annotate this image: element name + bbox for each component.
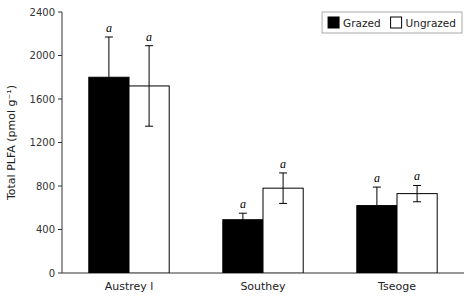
x-tick-label: Southey [240,280,286,293]
error-line [283,173,284,203]
error-cap [239,213,247,214]
bar [397,194,437,273]
bar-letter: a [280,157,286,171]
y-tick-label: 400 [36,224,55,235]
legend-label: Ungrazed [406,17,456,29]
error-cap [105,37,113,38]
error-bar [239,213,247,226]
bar-letter: a [106,21,112,35]
y-tick [58,55,62,56]
error-bar [413,185,421,201]
y-tick-label: 0 [49,268,55,279]
y-tick-label: 2400 [30,7,55,18]
error-cap [413,185,421,186]
y-tick [58,186,62,187]
x-tick-label: Austrey l [105,280,154,293]
legend-frame [322,12,462,33]
error-cap [279,172,287,173]
legend-swatch [391,17,402,28]
bar-letter: a [240,197,246,211]
y-axis-label: Total PLFA (pmol g⁻¹) [5,85,18,201]
y-tick [58,229,62,230]
y-tick-label: 2000 [30,50,55,61]
chart-container: 0 400 800 1200 1600 2000 2400 Total PLFA (pmol … [0,0,474,307]
error-line [149,46,150,126]
bar-letters: a a a a a a [106,21,420,211]
bar-letter: a [146,30,152,44]
y-tick [58,12,62,13]
error-bar [279,173,287,203]
y-tick [58,99,62,100]
error-cap [413,201,421,202]
error-cap [373,224,381,225]
bar-letter: a [414,169,420,183]
error-line [108,37,109,117]
legend-swatch [328,17,339,28]
error-cap [105,117,113,118]
y-tick-label: 800 [36,181,55,192]
y-tick-label: 1600 [30,94,55,105]
error-line [417,185,418,201]
error-cap [279,203,287,204]
error-cap [145,126,153,127]
x-tick-label: Tseoge [377,280,416,293]
bars [89,37,437,273]
legend: Grazed Ungrazed [322,12,462,33]
legend-item: Ungrazed [391,17,456,29]
error-cap [145,45,153,46]
chart: 0 400 800 1200 1600 2000 2400 Total PLFA (pmol … [0,0,474,307]
legend-item: Grazed [328,17,381,29]
y-tick-label: 1200 [30,137,55,148]
legend-label: Grazed [343,17,381,29]
x-axis: Austrey l Southey Tseoge [62,273,464,293]
error-bar [145,46,153,126]
error-line [376,187,377,224]
error-cap [239,226,247,227]
error-line [242,213,243,226]
error-bar [105,37,113,117]
y-tick [58,273,62,274]
bar [223,220,263,273]
y-axis: 0 400 800 1200 1600 2000 2400 [30,7,62,279]
error-bar [373,187,381,224]
bar-letter: a [374,171,380,185]
y-tick [58,142,62,143]
error-cap [373,187,381,188]
